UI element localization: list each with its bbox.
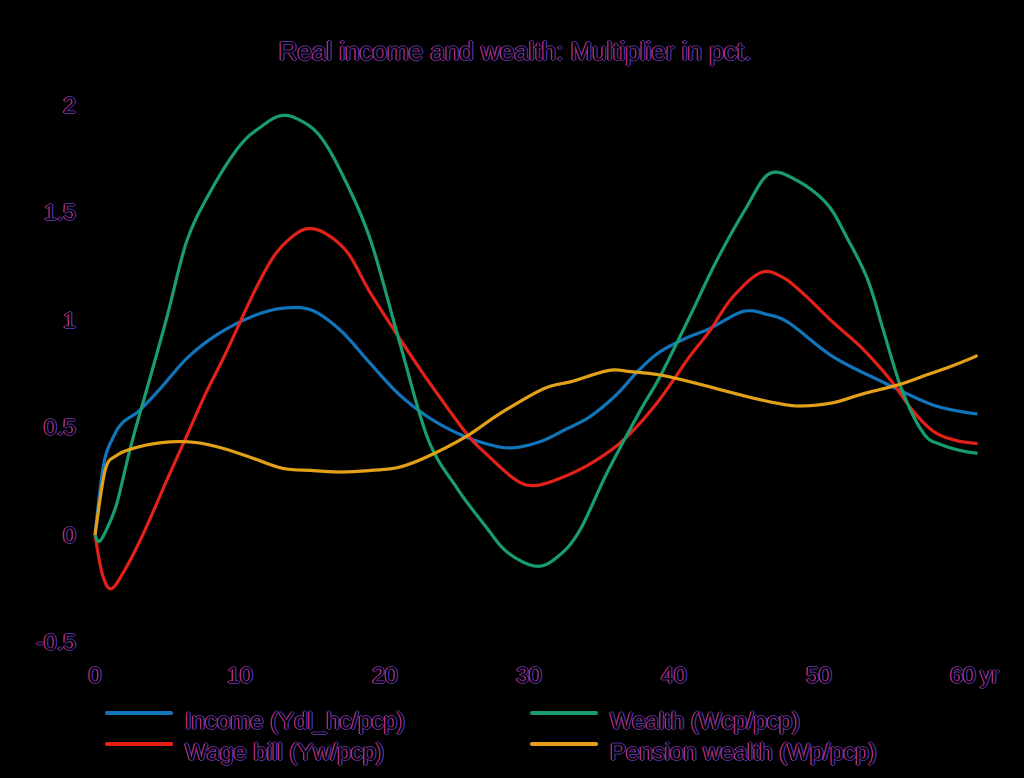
legend-label-wealth: Wealth (Wcp/pcp) xyxy=(610,708,801,735)
y-tick-label: 0 xyxy=(63,522,76,548)
x-tick-label: 60 xyxy=(950,662,976,688)
legend-label-pension-wealth: Pension wealth (Wp/pcp) xyxy=(610,739,877,766)
series-line-income xyxy=(93,305,978,536)
y-tick-label: 2 xyxy=(63,92,76,118)
x-axis-unit-label: yr xyxy=(980,662,1000,688)
y-tick-label: 1 xyxy=(63,307,76,333)
x-tick-label: 10 xyxy=(227,662,253,688)
legend-swatch-wage-bill xyxy=(105,742,173,746)
y-tick-label: -0.5 xyxy=(36,629,76,655)
legend-swatch-income xyxy=(105,711,173,715)
legend-label-wage-bill: Wage bill (Yw/pcp) xyxy=(185,739,385,766)
x-tick-label: 40 xyxy=(661,662,687,688)
x-tick-label: 0 xyxy=(88,662,102,688)
series-line-wealth xyxy=(93,113,978,568)
legend-label-income: Income (Ydl_hc/pcp) xyxy=(185,708,406,735)
legend-swatch-pension-wealth xyxy=(530,742,598,746)
chart-title: Real income and wealth: Multiplier in pc… xyxy=(278,36,752,66)
legend-swatch-wealth xyxy=(530,711,598,715)
y-tick-label: 0.5 xyxy=(44,414,76,440)
y-tick-label: 1.5 xyxy=(44,199,76,225)
series-line-pension_wealth xyxy=(93,354,979,536)
x-tick-label: 20 xyxy=(372,662,398,688)
series-line-wage_bill xyxy=(93,226,978,591)
x-tick-label: 50 xyxy=(806,662,832,688)
x-tick-label: 30 xyxy=(516,662,542,688)
